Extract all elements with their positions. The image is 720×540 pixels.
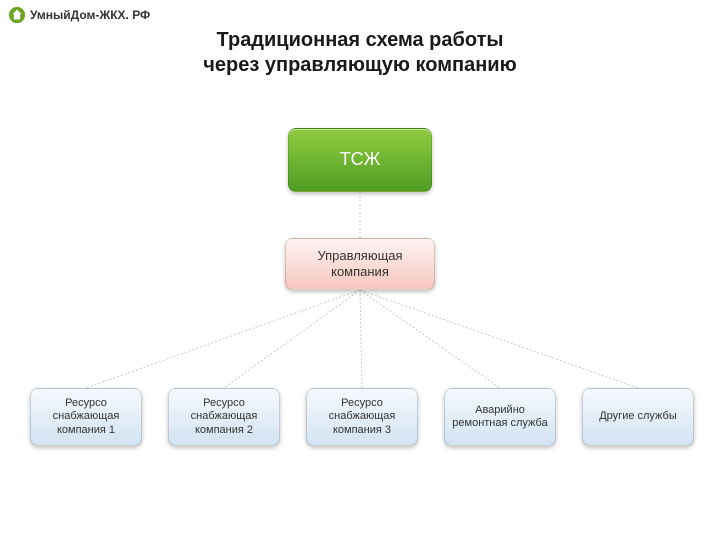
node-rs3: Ресурсо снабжающая компания 3: [306, 388, 418, 446]
node-other: Другие службы: [582, 388, 694, 446]
edge-uk-rs1: [86, 290, 360, 388]
house-icon: [8, 6, 26, 24]
node-emerg: Аварийно ремонтная служба: [444, 388, 556, 446]
node-rs1: Ресурсо снабжающая компания 1: [30, 388, 142, 446]
node-uk: Управляющая компания: [285, 238, 435, 290]
node-rs2: Ресурсо снабжающая компания 2: [168, 388, 280, 446]
brand-text: УмныйДом-ЖКХ. РФ: [30, 8, 150, 22]
page-title: Традиционная схема работы через управляю…: [0, 28, 720, 78]
edge-uk-rs3: [360, 290, 362, 388]
brand-logo: УмныйДом-ЖКХ. РФ: [8, 6, 150, 24]
edge-uk-emerg: [360, 290, 500, 388]
node-tsz: ТСЖ: [288, 128, 432, 192]
edge-uk-other: [360, 290, 638, 388]
edge-uk-rs2: [224, 290, 360, 388]
title-line-1: Традиционная схема работы: [0, 28, 720, 53]
title-line-2: через управляющую компанию: [0, 53, 720, 78]
